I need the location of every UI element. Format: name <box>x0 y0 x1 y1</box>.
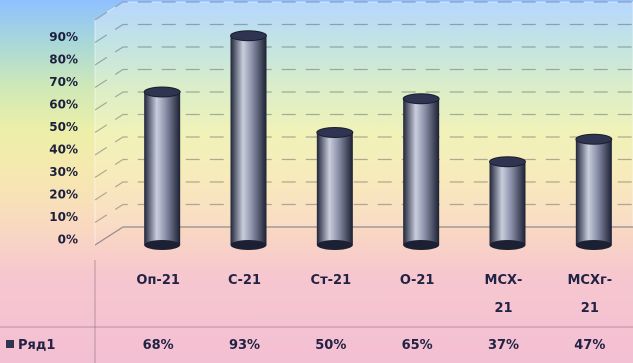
gridline <box>94 113 633 134</box>
bar-base <box>489 240 526 250</box>
gridline <box>94 158 633 179</box>
x-tick-label: МСХ- <box>485 273 523 288</box>
legend-swatch <box>6 340 14 348</box>
gridlines <box>94 1 633 246</box>
x-tick-label: 21 <box>581 301 599 316</box>
bar-cap <box>143 86 181 98</box>
bar-cap <box>402 93 440 105</box>
data-value-label: 47% <box>574 338 605 353</box>
bar-cap <box>489 156 526 168</box>
bar <box>316 127 354 250</box>
bar-base <box>575 240 612 250</box>
bar <box>143 86 181 250</box>
x-tick-label: МСХг- <box>567 273 612 288</box>
gridline <box>94 68 633 89</box>
x-tick-label: С-21 <box>228 273 261 288</box>
x-tick-label: Оп-21 <box>136 273 180 288</box>
gridline <box>94 181 633 201</box>
bar-base <box>403 240 440 250</box>
bar-body <box>575 139 612 245</box>
data-value-label: 37% <box>488 338 519 353</box>
y-axis: 0% 10% 20% 30% 40% 50% 60% 70% 80% 90% <box>49 30 78 247</box>
bar-base <box>144 240 181 250</box>
data-value-label: 93% <box>229 338 260 353</box>
y-tick-label: 60% <box>49 98 78 112</box>
gridline <box>94 226 633 246</box>
gridline <box>94 203 633 224</box>
y-tick-label: 50% <box>49 120 78 134</box>
x-tick-label: 21 <box>494 301 512 316</box>
bar-body <box>489 161 526 245</box>
bar-cap <box>316 127 354 138</box>
gridline <box>94 1 633 21</box>
data-table: Ряд1 68% 93% 50% 65% 37% 47% <box>0 260 633 363</box>
bar-body <box>144 92 181 245</box>
bar <box>230 30 267 250</box>
y-tick-label: 30% <box>49 165 78 179</box>
y-tick-label: 70% <box>49 75 78 89</box>
data-value-label: 50% <box>315 338 346 353</box>
x-tick-label: Ст-21 <box>311 273 352 288</box>
y-tick-label: 0% <box>58 233 78 247</box>
gridline <box>94 23 633 44</box>
y-tick-label: 80% <box>49 53 78 67</box>
y-tick-label: 90% <box>49 30 78 44</box>
bars <box>143 30 613 250</box>
bar-base <box>230 240 267 250</box>
gridline <box>94 91 633 111</box>
bar-cap <box>575 133 613 145</box>
bar-body <box>403 98 440 245</box>
gridline <box>94 136 633 156</box>
bar <box>575 133 613 250</box>
y-tick-label: 40% <box>49 143 78 157</box>
bar-cap <box>230 30 267 42</box>
gridline <box>94 46 633 66</box>
x-axis-categories: Оп-21 С-21 Ст-21 О-21 МСХ- 21 МСХг- 21 <box>136 273 612 316</box>
y-tick-label: 20% <box>49 188 78 202</box>
bar-body <box>316 132 353 245</box>
bar-body <box>230 35 267 245</box>
legend-label: Ряд1 <box>18 338 55 353</box>
bar <box>402 93 440 250</box>
data-value-label: 65% <box>402 338 433 353</box>
x-tick-label: О-21 <box>400 273 435 288</box>
y-tick-label: 10% <box>49 210 78 224</box>
bar <box>489 156 526 250</box>
data-value-label: 68% <box>143 338 174 353</box>
bar-base <box>316 240 353 250</box>
